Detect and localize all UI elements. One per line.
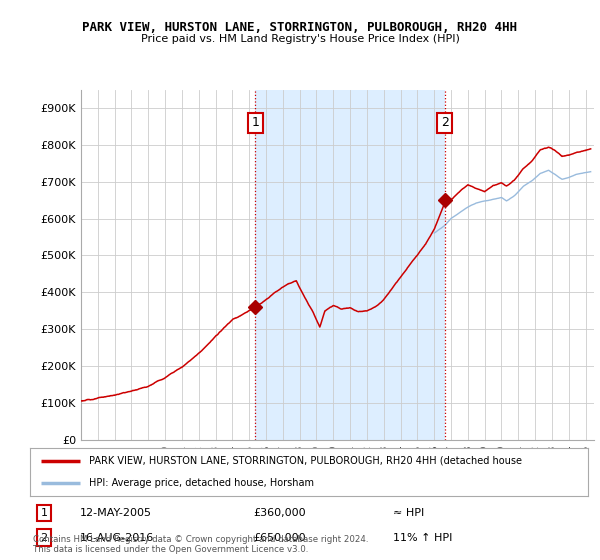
Text: £360,000: £360,000	[253, 508, 306, 518]
Text: 11% ↑ HPI: 11% ↑ HPI	[392, 533, 452, 543]
Text: 12-MAY-2005: 12-MAY-2005	[80, 508, 152, 518]
Text: 2: 2	[40, 533, 47, 543]
Text: PARK VIEW, HURSTON LANE, STORRINGTON, PULBOROUGH, RH20 4HH: PARK VIEW, HURSTON LANE, STORRINGTON, PU…	[83, 21, 517, 34]
Text: ≈ HPI: ≈ HPI	[392, 508, 424, 518]
Text: £650,000: £650,000	[253, 533, 306, 543]
Text: HPI: Average price, detached house, Horsham: HPI: Average price, detached house, Hors…	[89, 478, 314, 488]
Text: 16-AUG-2016: 16-AUG-2016	[80, 533, 154, 543]
Text: PARK VIEW, HURSTON LANE, STORRINGTON, PULBOROUGH, RH20 4HH (detached house: PARK VIEW, HURSTON LANE, STORRINGTON, PU…	[89, 456, 521, 466]
Text: Price paid vs. HM Land Registry's House Price Index (HPI): Price paid vs. HM Land Registry's House …	[140, 34, 460, 44]
Text: 2: 2	[441, 116, 449, 129]
Text: 1: 1	[40, 508, 47, 518]
Bar	[255, 90, 445, 440]
Text: Contains HM Land Registry data © Crown copyright and database right 2024.
This d: Contains HM Land Registry data © Crown c…	[33, 535, 368, 554]
Text: 1: 1	[251, 116, 259, 129]
